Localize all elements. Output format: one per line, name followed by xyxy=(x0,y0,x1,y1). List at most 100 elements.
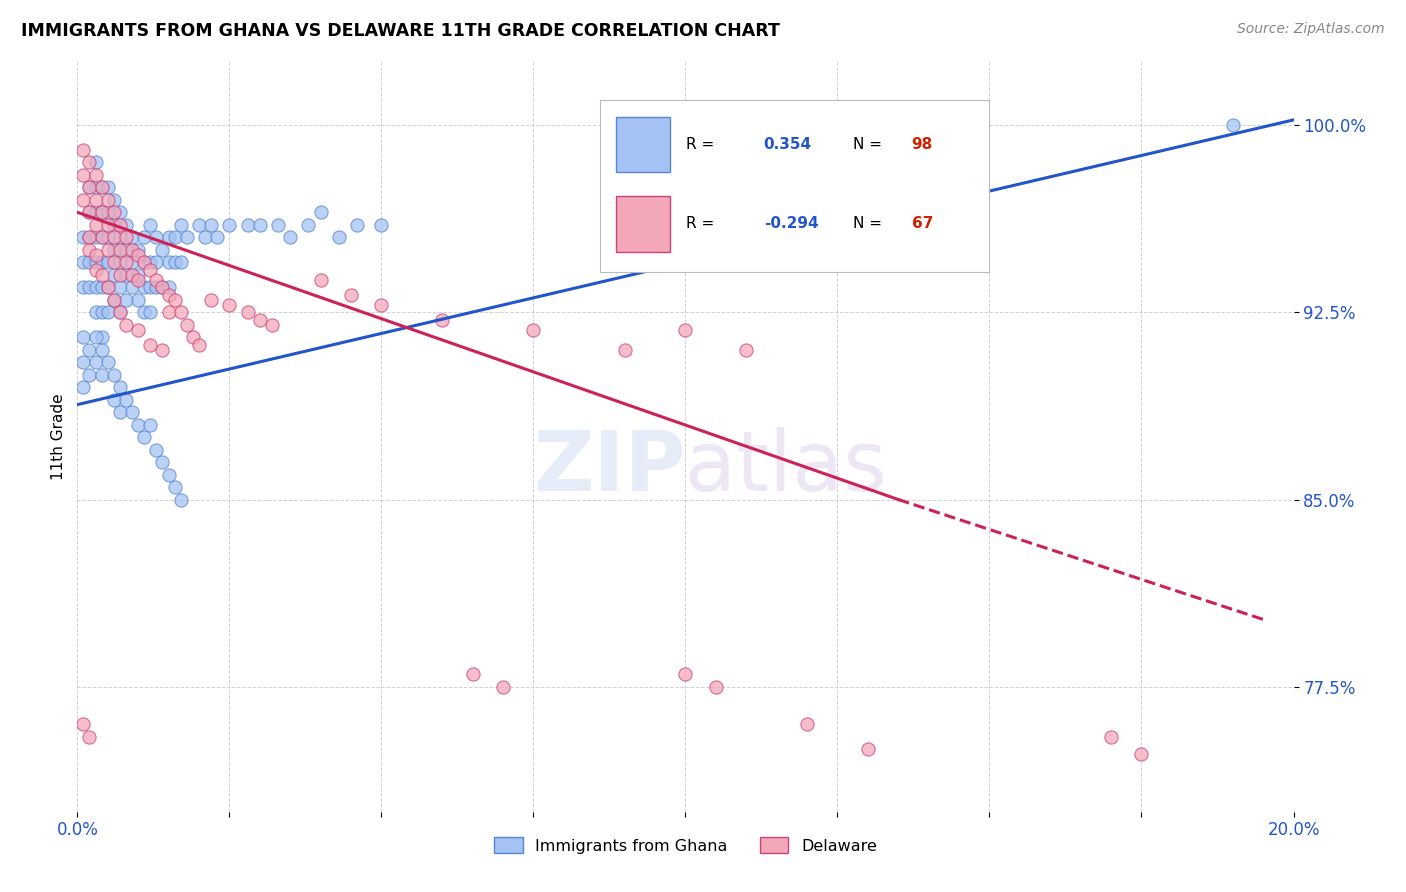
Legend: Immigrants from Ghana, Delaware: Immigrants from Ghana, Delaware xyxy=(488,830,883,860)
Point xyxy=(84,155,107,169)
Point xyxy=(796,717,818,731)
Point xyxy=(72,330,94,344)
Point xyxy=(79,730,101,744)
Text: Source: ZipAtlas.com: Source: ZipAtlas.com xyxy=(1237,22,1385,37)
Point xyxy=(370,218,392,232)
Point xyxy=(145,273,167,287)
Point xyxy=(72,143,94,157)
Point xyxy=(176,230,198,244)
Point xyxy=(97,218,120,232)
Point xyxy=(139,262,162,277)
Point xyxy=(90,230,112,244)
Point xyxy=(84,193,107,207)
Point xyxy=(492,680,515,694)
Point xyxy=(72,168,94,182)
Point xyxy=(200,218,222,232)
Point xyxy=(84,218,107,232)
Point xyxy=(856,742,879,756)
Point xyxy=(157,280,180,294)
Point xyxy=(90,268,112,282)
Point xyxy=(84,280,107,294)
Point xyxy=(97,280,120,294)
Point xyxy=(152,280,174,294)
Point xyxy=(108,380,131,394)
Point xyxy=(90,280,112,294)
Point xyxy=(176,318,198,332)
Point xyxy=(1222,118,1244,132)
Point xyxy=(84,305,107,319)
Point xyxy=(188,218,211,232)
Point xyxy=(115,230,138,244)
Point xyxy=(134,305,156,319)
Point xyxy=(127,323,149,337)
Point xyxy=(163,230,186,244)
Point xyxy=(1130,747,1153,762)
Point xyxy=(90,180,112,194)
Point xyxy=(79,180,101,194)
Point xyxy=(200,293,222,307)
Point xyxy=(79,180,101,194)
Point xyxy=(170,255,193,269)
Point xyxy=(103,255,125,269)
Point xyxy=(79,230,101,244)
Point xyxy=(121,243,143,257)
Point xyxy=(84,330,107,344)
Point xyxy=(103,392,125,407)
Point xyxy=(249,312,271,326)
Point xyxy=(704,680,727,694)
Point xyxy=(205,230,228,244)
Point xyxy=(157,230,180,244)
Point xyxy=(139,305,162,319)
Point xyxy=(103,205,125,219)
Point xyxy=(79,280,101,294)
Point xyxy=(121,230,143,244)
Point xyxy=(79,243,101,257)
Point xyxy=(90,368,112,382)
Point xyxy=(236,305,259,319)
Point xyxy=(522,323,544,337)
Point xyxy=(103,293,125,307)
Point xyxy=(121,405,143,419)
Point xyxy=(84,255,107,269)
Point xyxy=(170,492,193,507)
Point xyxy=(97,205,120,219)
Text: atlas: atlas xyxy=(686,426,887,508)
Point xyxy=(236,218,259,232)
Point xyxy=(267,218,290,232)
Point xyxy=(139,255,162,269)
Point xyxy=(84,230,107,244)
Point xyxy=(79,230,101,244)
Point xyxy=(121,255,143,269)
Point xyxy=(115,243,138,257)
Point xyxy=(297,218,319,232)
Point xyxy=(613,343,636,357)
Point xyxy=(735,343,758,357)
Point xyxy=(97,255,120,269)
Point xyxy=(194,230,217,244)
Point xyxy=(370,298,392,312)
Point xyxy=(115,268,138,282)
Point xyxy=(328,230,350,244)
Point xyxy=(103,268,125,282)
Point xyxy=(72,280,94,294)
Point xyxy=(139,280,162,294)
Point xyxy=(157,255,180,269)
Point xyxy=(134,255,156,269)
Point xyxy=(84,355,107,369)
Point xyxy=(340,287,363,301)
Point xyxy=(1099,730,1122,744)
Point xyxy=(309,205,332,219)
Point xyxy=(127,268,149,282)
Point xyxy=(127,273,149,287)
Point xyxy=(84,168,107,182)
Point xyxy=(152,455,174,469)
Point xyxy=(163,480,186,494)
Point xyxy=(97,193,120,207)
Point xyxy=(115,392,138,407)
Point xyxy=(79,155,101,169)
Point xyxy=(145,442,167,457)
Point xyxy=(108,230,131,244)
Point xyxy=(249,218,271,232)
Point xyxy=(134,230,156,244)
Point xyxy=(90,305,112,319)
